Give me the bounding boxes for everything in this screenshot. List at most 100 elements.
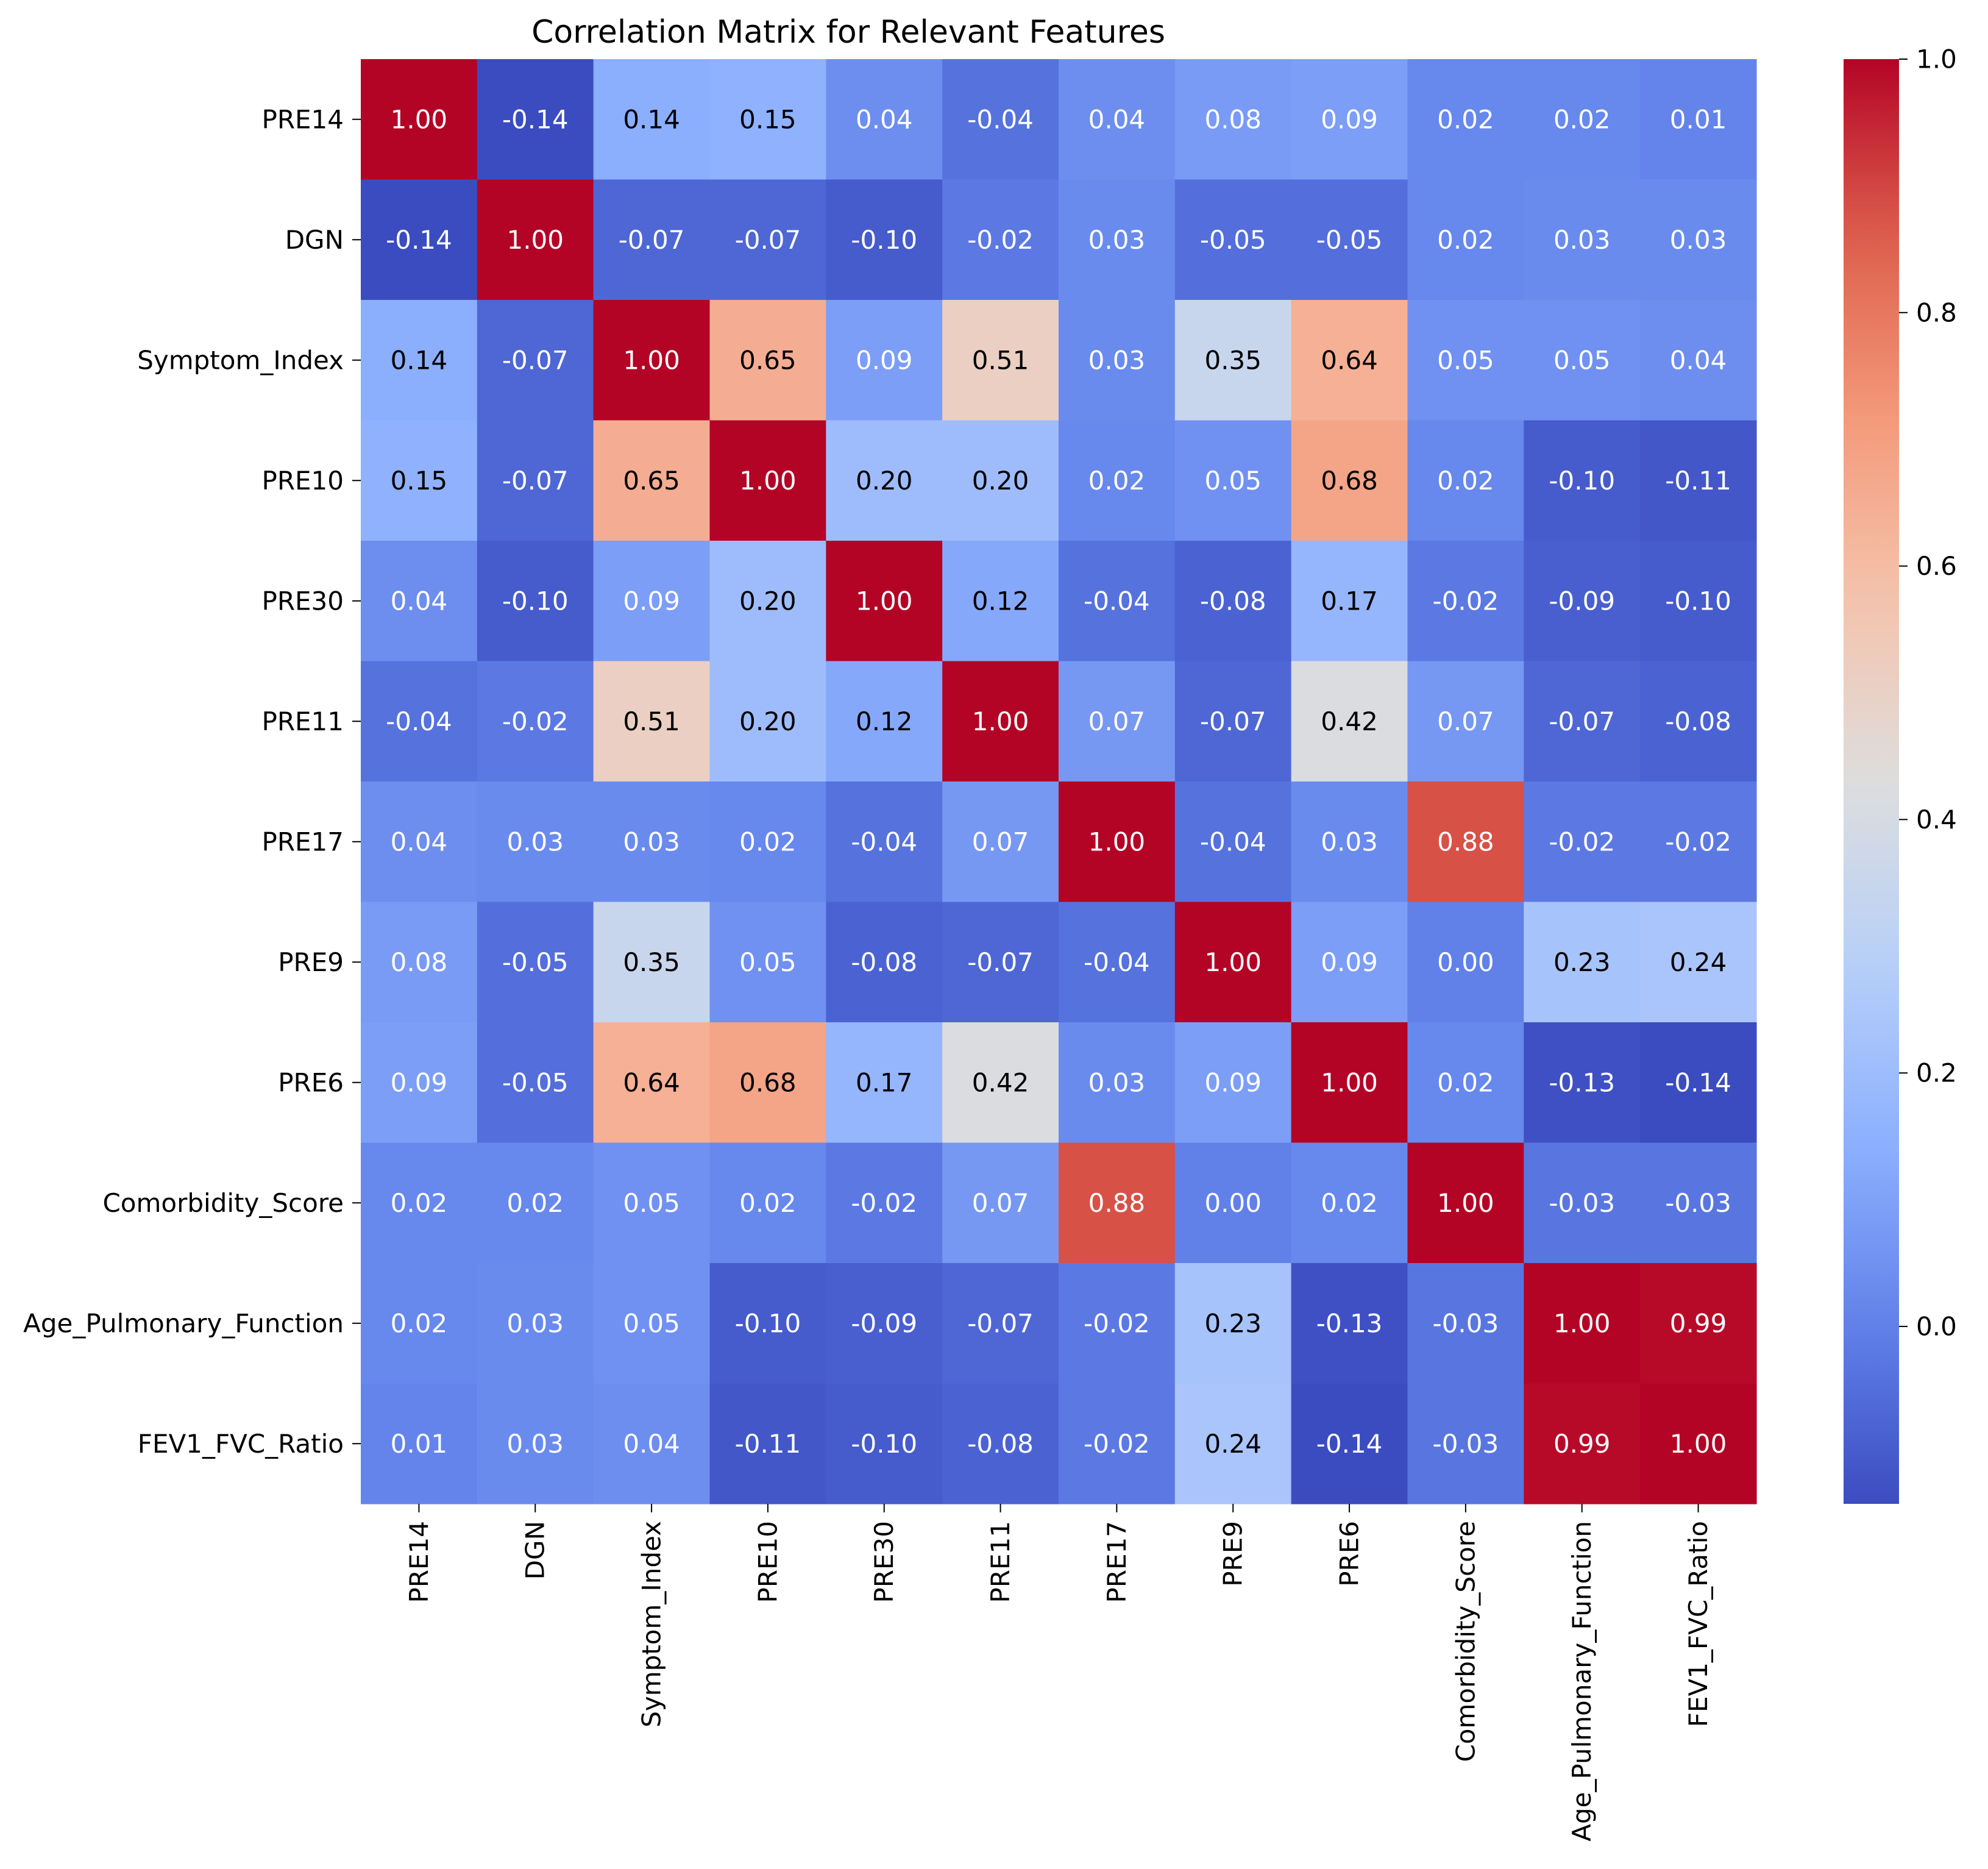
heatmap-cell — [361, 59, 478, 180]
heatmap-cell — [826, 661, 943, 782]
cell-value-label: 0.14 — [391, 345, 448, 375]
heatmap-cell — [477, 420, 594, 541]
cell-value-label: 0.20 — [739, 707, 797, 736]
heatmap-cell — [1174, 420, 1292, 541]
x-tick-label: PRE17 — [1102, 1521, 1132, 1603]
cell-value-label: -0.02 — [1084, 1429, 1150, 1459]
y-tick-label: PRE6 — [278, 1067, 344, 1097]
heatmap-cell — [942, 1263, 1059, 1384]
y-tick-label: PRE14 — [262, 104, 344, 134]
x-tick-label: DGN — [520, 1521, 550, 1579]
cell-value-label: 0.03 — [1088, 345, 1146, 375]
cell-value-label: 0.64 — [1321, 345, 1378, 375]
cell-value-label: -0.02 — [502, 707, 569, 736]
heatmap-cell — [1291, 541, 1408, 662]
cell-value-label: 0.09 — [1321, 947, 1378, 977]
heatmap-cell — [361, 420, 478, 541]
colorbar-tick-label: 0.4 — [1916, 805, 1957, 835]
cell-value-label: -0.03 — [1433, 1429, 1499, 1459]
colorbar-tick-label: 0.2 — [1916, 1058, 1957, 1088]
cell-value-label: 0.02 — [739, 1188, 797, 1218]
heatmap-cell — [361, 300, 478, 421]
heatmap-cell — [361, 661, 478, 782]
cell-value-label: -0.05 — [1316, 225, 1383, 255]
cell-value-label: -0.08 — [1665, 707, 1731, 736]
cell-value-label: 0.05 — [739, 947, 797, 977]
heatmap-cell — [361, 1142, 478, 1264]
colorbar — [1844, 59, 1899, 1504]
cell-value-label: -0.10 — [851, 1429, 917, 1459]
heatmap-cell — [1174, 1022, 1292, 1144]
heatmap-cell — [477, 1022, 594, 1144]
cell-value-label: 0.01 — [391, 1429, 448, 1459]
cell-value-label: 0.42 — [972, 1067, 1029, 1097]
y-tick-label: PRE17 — [262, 827, 344, 856]
cell-value-label: 0.23 — [1553, 947, 1611, 977]
heatmap-cell — [361, 541, 478, 662]
cell-value-label: -0.09 — [851, 1308, 917, 1338]
cell-value-label: 0.03 — [506, 1308, 564, 1338]
heatmap-cell — [1524, 541, 1641, 662]
heatmap-cell — [1640, 781, 1757, 903]
cell-value-label: -0.04 — [851, 827, 917, 856]
heatmap-cell — [477, 1263, 594, 1384]
cell-value-label: 0.02 — [1437, 1067, 1494, 1097]
x-tick-label: PRE10 — [753, 1521, 783, 1603]
cell-value-label: 0.12 — [856, 707, 913, 736]
cell-value-label: -0.07 — [735, 225, 801, 255]
heatmap-cell — [1640, 420, 1757, 541]
heatmap-cells — [361, 59, 1757, 1504]
heatmap-cell — [361, 1263, 478, 1384]
heatmap-cell — [1058, 541, 1176, 662]
heatmap-cell — [1291, 1142, 1408, 1264]
cell-value-label: 0.07 — [972, 827, 1029, 856]
heatmap-cell — [826, 541, 943, 662]
cell-value-label: 0.07 — [972, 1188, 1029, 1218]
heatmap-cell — [709, 541, 826, 662]
cell-value-label: 0.02 — [1553, 104, 1611, 134]
cell-value-label: 0.02 — [1437, 104, 1494, 134]
heatmap-cell — [1291, 59, 1408, 180]
heatmap-cell — [593, 300, 711, 421]
heatmap-cell — [593, 541, 711, 662]
heatmap-cell — [826, 1142, 943, 1264]
heatmap-cell — [1640, 541, 1757, 662]
cell-value-label: 0.03 — [1088, 1067, 1146, 1097]
x-tick-label: Symptom_Index — [637, 1521, 667, 1728]
heatmap-cell — [942, 1022, 1059, 1144]
cell-value-label: 0.04 — [1670, 345, 1727, 375]
cell-value-label: -0.02 — [851, 1188, 917, 1218]
heatmap-cell — [709, 420, 826, 541]
heatmap-cell — [1524, 179, 1641, 301]
heatmap-cell — [709, 1022, 826, 1144]
heatmap-cell — [1174, 1383, 1292, 1504]
cell-value-label: -0.07 — [619, 225, 685, 255]
heatmap-cell — [1291, 1263, 1408, 1384]
heatmap-cell — [593, 420, 711, 541]
cell-value-label: -0.13 — [1316, 1308, 1383, 1338]
heatmap-cell — [942, 902, 1059, 1023]
heatmap-cell — [1174, 541, 1292, 662]
heatmap-cell — [1524, 1022, 1641, 1144]
cell-value-label: 0.02 — [739, 827, 797, 856]
cell-value-label: 0.14 — [623, 104, 680, 134]
cell-value-label: -0.02 — [967, 225, 1034, 255]
heatmap-cell — [1524, 661, 1641, 782]
heatmap-cell — [1291, 420, 1408, 541]
cell-value-label: 0.07 — [1437, 707, 1494, 736]
cell-value-label: 0.23 — [1204, 1308, 1262, 1338]
heatmap-cell — [1058, 59, 1176, 180]
y-tick-label: Age_Pulmonary_Function — [23, 1308, 344, 1338]
cell-value-label: 0.05 — [1553, 345, 1611, 375]
cell-value-label: -0.04 — [1084, 947, 1150, 977]
heatmap-cell — [1640, 1263, 1757, 1384]
heatmap-cell — [1407, 300, 1524, 421]
y-axis-ticks: PRE14 DGN Symptom_Index PRE10 PRE30 PRE11 PRE1… — [23, 104, 361, 1459]
cell-value-label: 0.42 — [1321, 707, 1378, 736]
cell-value-label: 1.00 — [1204, 947, 1262, 977]
cell-value-label: 0.05 — [623, 1308, 680, 1338]
heatmap-cell — [1524, 902, 1641, 1023]
heatmap-cell — [942, 420, 1059, 541]
cell-value-label: 0.03 — [506, 1429, 564, 1459]
heatmap-cell — [1640, 59, 1757, 180]
